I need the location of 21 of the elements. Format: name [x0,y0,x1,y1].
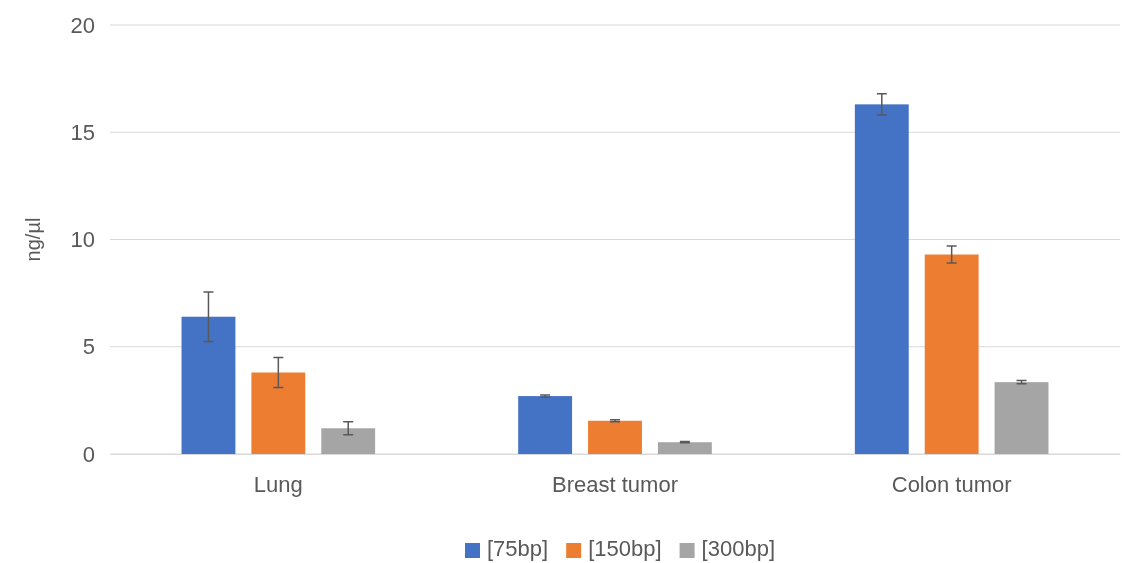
y-tick-label: 0 [82,441,95,467]
bar [321,428,376,454]
bar [251,372,306,454]
x-tick-label: Colon tumor [891,472,1012,498]
x-tick-label: Breast tumor [552,472,678,498]
legend-label: [150bp] [588,536,662,561]
bar [518,396,573,454]
legend-label: [300bp] [701,536,775,561]
legend-label: [75bp] [487,536,549,561]
y-tick-label: 20 [70,12,95,38]
y-axis-title: ng/µl [22,217,44,262]
bar [657,442,712,454]
y-tick-label: 5 [82,334,95,360]
bar [994,382,1049,454]
y-tick-label: 15 [70,119,95,145]
bar [588,420,642,454]
bar [854,104,909,454]
y-tick-label: 10 [70,227,95,253]
bar [181,316,236,454]
x-tick-label: Lung [253,472,303,498]
bar [924,254,979,454]
